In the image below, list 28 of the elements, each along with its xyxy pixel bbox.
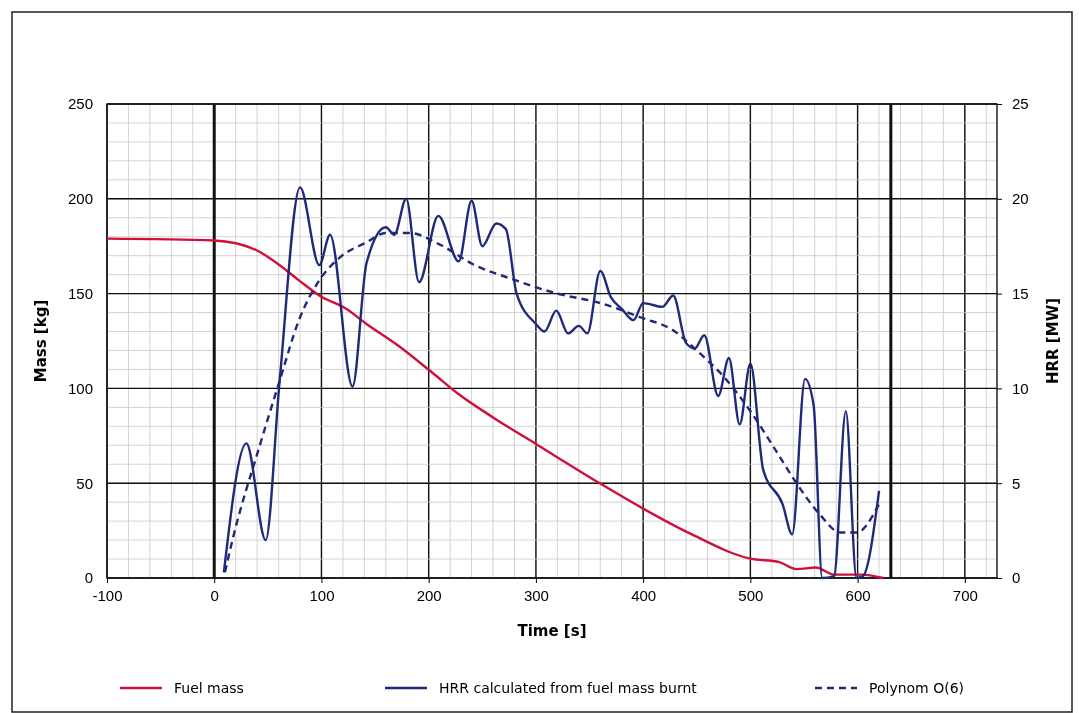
y2-tick-label: 5 — [1012, 474, 1021, 492]
y-axis-title: Mass [kg] — [32, 299, 50, 383]
x-tick-label: 500 — [738, 587, 764, 604]
legend-label: Polynom O(6) — [869, 680, 965, 696]
y2-tick-label: 0 — [1012, 569, 1021, 587]
x-tick-label: -100 — [92, 587, 123, 604]
y-tick-label: 250 — [67, 95, 93, 113]
x-tick-label: 200 — [416, 587, 442, 604]
y-tick-label: 0 — [84, 569, 93, 587]
y2-tick-label: 20 — [1012, 190, 1029, 208]
x-axis-title: Time [s] — [517, 622, 587, 640]
x-tick-label: 100 — [309, 587, 335, 604]
y2-tick-label: 10 — [1012, 379, 1029, 397]
y2-tick-label: 25 — [1012, 95, 1029, 113]
legend-label: HRR calculated from fuel mass burnt — [439, 680, 698, 696]
y-tick-label: 100 — [67, 379, 93, 397]
x-tick-label: 700 — [952, 587, 978, 604]
x-tick-label: 400 — [631, 587, 657, 604]
y2-tick-label: 15 — [1012, 284, 1029, 302]
x-tick-label: 600 — [845, 587, 871, 604]
x-tick-label: 0 — [210, 587, 219, 604]
y-tick-label: 50 — [76, 474, 93, 492]
y2-axis-title: HRR [MW] — [1044, 297, 1062, 385]
x-tick-label: 300 — [523, 587, 549, 604]
y-tick-label: 200 — [67, 190, 93, 208]
legend-label: Fuel mass — [174, 680, 244, 696]
line-series — [105, 237, 885, 580]
y-tick-label: 150 — [67, 284, 93, 302]
